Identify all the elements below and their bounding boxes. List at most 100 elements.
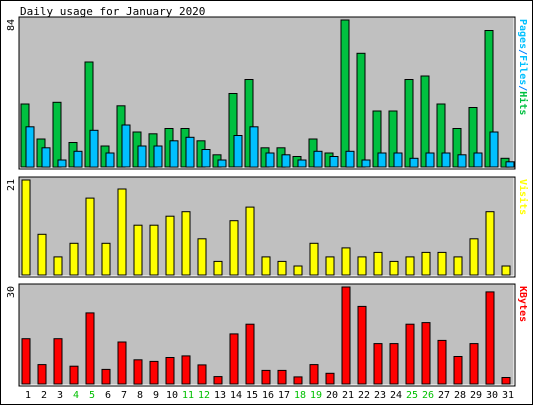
bar-kbytes-day-16 bbox=[261, 369, 271, 385]
day-label: 9 bbox=[153, 390, 159, 401]
bar-hits-day-21 bbox=[340, 19, 350, 168]
bar-visits-day-21 bbox=[341, 247, 351, 276]
legend-visits: Visits bbox=[517, 179, 529, 215]
day-label: 19 bbox=[310, 390, 322, 401]
bar-visits-day-13 bbox=[213, 260, 223, 276]
bar-hits-day-23 bbox=[372, 110, 382, 168]
bar-kbytes-day-15 bbox=[245, 323, 255, 385]
day-labels: 1 2 3 4 5 6 7 8 9 10 11 12 13 14 15 16 17 18 19 20 21 22 23 24 2… bbox=[25, 390, 514, 401]
day-label: 22 bbox=[358, 390, 370, 401]
bar-visits-day-25 bbox=[405, 256, 415, 276]
day-label: 8 bbox=[137, 390, 143, 401]
day-label: 23 bbox=[374, 390, 386, 401]
day-label: 26 bbox=[422, 390, 434, 401]
bar-visits-day-29 bbox=[469, 238, 479, 276]
bar-visits-day-20 bbox=[325, 256, 335, 276]
bar-visits-day-10 bbox=[165, 215, 175, 276]
bar-files-day-4 bbox=[73, 150, 83, 168]
bar-kbytes-day-8 bbox=[133, 359, 143, 385]
legend-kbytes: KBytes bbox=[517, 286, 528, 322]
bar-kbytes-day-26 bbox=[421, 322, 431, 385]
bar-files-day-11 bbox=[185, 136, 195, 168]
panel-background bbox=[18, 16, 516, 170]
day-label: 1 bbox=[25, 390, 31, 401]
bar-files-day-17 bbox=[281, 154, 291, 168]
bar-hits-day-29 bbox=[468, 107, 478, 168]
bar-visits-day-1 bbox=[21, 179, 31, 276]
bar-hits-day-14 bbox=[228, 93, 238, 168]
bar-visits-day-28 bbox=[453, 256, 463, 276]
bar-kbytes-day-3 bbox=[53, 338, 63, 385]
bar-visits-day-31 bbox=[501, 265, 511, 276]
bar-kbytes-day-9 bbox=[149, 360, 159, 385]
day-label: 6 bbox=[105, 390, 111, 401]
bar-files-day-18 bbox=[297, 159, 307, 168]
bar-kbytes-day-14 bbox=[229, 333, 239, 385]
bar-files-day-13 bbox=[217, 159, 227, 168]
bar-kbytes-day-18 bbox=[293, 376, 303, 385]
bar-visits-day-17 bbox=[277, 260, 287, 276]
bar-files-day-3 bbox=[57, 159, 67, 168]
day-label: 21 bbox=[342, 390, 354, 401]
bar-visits-day-3 bbox=[53, 256, 63, 276]
bar-kbytes-day-1 bbox=[21, 338, 31, 385]
bar-visits-day-5 bbox=[85, 197, 95, 276]
bar-files-day-27 bbox=[441, 152, 451, 168]
chart-title: Daily usage for January 2020 bbox=[20, 5, 205, 18]
bar-files-day-9 bbox=[153, 145, 163, 168]
legend-part: / bbox=[517, 49, 528, 55]
day-label: 7 bbox=[121, 390, 127, 401]
bar-visits-day-18 bbox=[293, 265, 303, 276]
bar-files-day-1 bbox=[25, 126, 35, 168]
bar-hits-day-24 bbox=[388, 110, 398, 168]
bar-visits-day-11 bbox=[181, 211, 191, 276]
bar-kbytes-day-24 bbox=[389, 343, 399, 385]
bar-files-day-21 bbox=[345, 150, 355, 168]
legend-part: Visits bbox=[517, 179, 529, 215]
bar-kbytes-day-28 bbox=[453, 356, 463, 385]
bar-visits-day-7 bbox=[117, 188, 127, 276]
bar-kbytes-day-20 bbox=[325, 372, 335, 385]
day-label: 24 bbox=[390, 390, 402, 401]
bar-files-day-15 bbox=[249, 126, 259, 168]
bar-visits-day-6 bbox=[101, 242, 111, 276]
bar-files-day-23 bbox=[377, 152, 387, 168]
bar-files-day-22 bbox=[361, 159, 371, 168]
bar-visits-day-16 bbox=[261, 256, 271, 276]
bar-visits-day-2 bbox=[37, 233, 47, 276]
day-label: 14 bbox=[230, 390, 242, 401]
bar-visits-day-8 bbox=[133, 224, 143, 276]
bar-files-day-29 bbox=[473, 152, 483, 168]
bar-files-day-28 bbox=[457, 154, 467, 168]
bar-visits-day-26 bbox=[421, 251, 431, 276]
day-label: 3 bbox=[57, 390, 63, 401]
bar-kbytes-day-13 bbox=[213, 376, 223, 385]
day-label: 12 bbox=[198, 390, 210, 401]
bar-kbytes-day-19 bbox=[309, 364, 319, 385]
day-label: 29 bbox=[470, 390, 482, 401]
bar-visits-day-27 bbox=[437, 251, 447, 276]
bar-kbytes-day-11 bbox=[181, 355, 191, 385]
bar-kbytes-day-4 bbox=[69, 365, 79, 385]
bar-visits-day-9 bbox=[149, 224, 159, 276]
bar-files-day-12 bbox=[201, 149, 211, 168]
bar-kbytes-day-30 bbox=[485, 291, 495, 385]
day-label: 20 bbox=[326, 390, 338, 401]
bar-kbytes-day-10 bbox=[165, 357, 175, 385]
day-label: 4 bbox=[73, 390, 79, 401]
day-label: 11 bbox=[182, 390, 194, 401]
bar-files-day-26 bbox=[425, 152, 435, 168]
bar-visits-day-22 bbox=[357, 256, 367, 276]
legend-part: / bbox=[517, 85, 528, 91]
day-label: 2 bbox=[41, 390, 47, 401]
bar-hits-day-22 bbox=[356, 52, 366, 168]
day-label: 10 bbox=[166, 390, 178, 401]
legend-part: Files bbox=[517, 55, 529, 85]
bar-kbytes-day-17 bbox=[277, 369, 287, 385]
bar-kbytes-day-22 bbox=[357, 305, 367, 385]
bar-hits-day-28 bbox=[452, 128, 462, 168]
day-label: 31 bbox=[502, 390, 514, 401]
bar-visits-day-4 bbox=[69, 242, 79, 276]
